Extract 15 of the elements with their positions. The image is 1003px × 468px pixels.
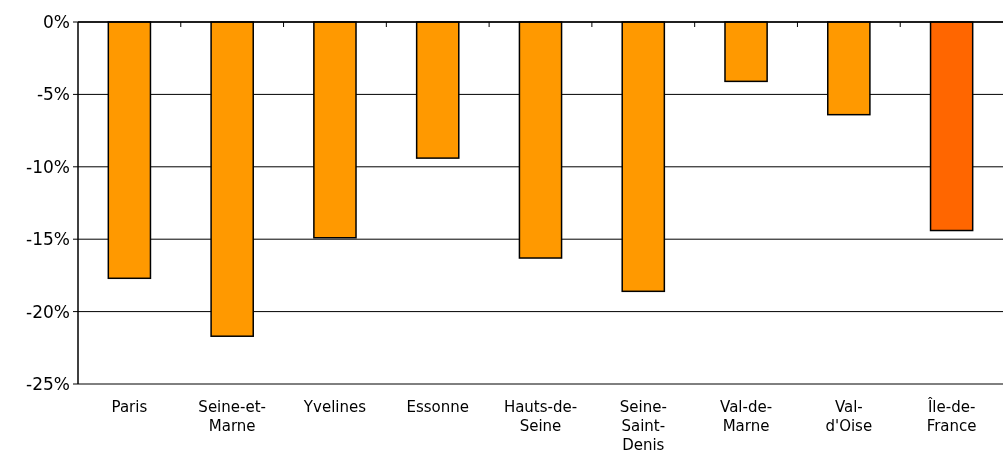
y-tick-label: 0% <box>43 11 70 32</box>
x-tick-label: Essonne <box>406 398 469 416</box>
x-tick-label: Hauts-de-Seine <box>503 398 578 435</box>
y-tick-label: -15% <box>26 229 70 250</box>
x-tick-label: Val-d'Oise <box>825 398 873 435</box>
x-tick-label: Île-de-France <box>926 397 977 435</box>
x-tick-label: Val-de-Marne <box>720 398 773 435</box>
x-tick-label: Seine-Saint-Denis <box>619 398 667 454</box>
x-tick-label: Seine-et-Marne <box>198 398 266 435</box>
y-tick-label: -25% <box>26 373 70 394</box>
x-tick-label: Yvelines <box>302 398 367 416</box>
y-tick-label: -5% <box>36 84 70 105</box>
y-tick-label: -20% <box>26 301 70 322</box>
y-tick-label: -10% <box>26 156 70 177</box>
x-tick-label: Paris <box>111 398 148 416</box>
